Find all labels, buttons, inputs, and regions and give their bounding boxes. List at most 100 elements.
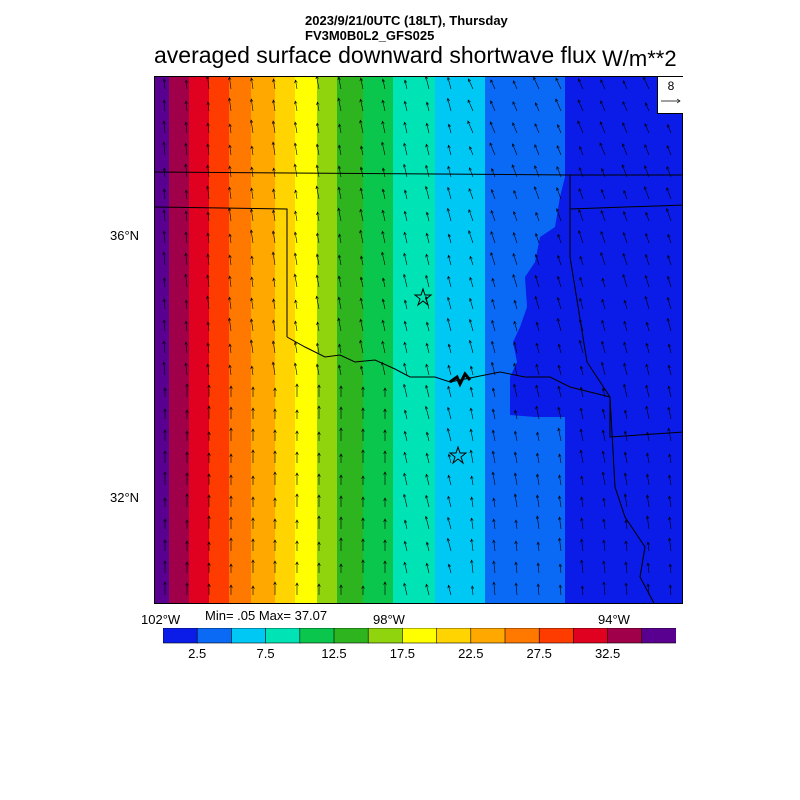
wind-arrow: [601, 471, 606, 486]
wind-arrow: [491, 298, 496, 310]
wind-arrow: [184, 163, 188, 178]
wind-arrow: [316, 232, 320, 244]
wind-arrow: [381, 99, 386, 112]
wind-arrow: [492, 387, 496, 398]
wind-arrow: [315, 295, 320, 310]
wind-arrow: [359, 119, 364, 134]
wind-arrow: [513, 472, 518, 486]
wind-arrow: [315, 253, 320, 266]
flux-band-dark-green: [337, 77, 364, 603]
wind-arrow: [294, 320, 298, 332]
wind-arrow: [578, 167, 584, 178]
wind-arrow: [162, 340, 166, 354]
wind-arrow: [513, 451, 518, 464]
wind-arrow: [425, 274, 430, 288]
wind-arrow: [512, 273, 518, 288]
wind-arrow: [447, 254, 452, 266]
wind-arrow: [601, 319, 606, 332]
wind-arrow: [272, 298, 276, 310]
wind-arrow: [163, 497, 167, 507]
wind-arrow: [206, 164, 210, 178]
wind-arrow: [513, 493, 518, 508]
colorbar-swatch: [367, 628, 404, 644]
wind-arrow: [668, 584, 672, 596]
wind-arrow: [599, 142, 606, 156]
wind-arrow: [470, 496, 474, 508]
wind-arrow: [272, 319, 276, 332]
oklahoma-panhandle-border: [155, 206, 288, 337]
wind-arrow: [469, 297, 474, 310]
wind-arrow: [251, 538, 255, 551]
wind-arrow: [514, 409, 518, 420]
wind-arrow: [271, 251, 276, 266]
wind-arrow: [447, 584, 452, 596]
map-panel: [154, 76, 683, 604]
wind-arrow: [383, 450, 387, 463]
wind-arrow: [646, 541, 650, 552]
wind-arrow: [558, 584, 562, 596]
wind-arrow: [492, 539, 496, 552]
wind-arrow: [447, 385, 452, 398]
wind-arrow: [381, 319, 386, 332]
wind-arrow: [425, 321, 430, 332]
wind-arrow: [470, 475, 474, 486]
wind-arrow: [250, 255, 254, 266]
wind-arrow: [425, 384, 430, 398]
wind-arrow: [339, 427, 343, 441]
wind-arrow: [207, 431, 211, 441]
colorbar-swatch: [402, 628, 438, 644]
wind-arrow: [361, 407, 365, 419]
wind-arrow: [339, 474, 343, 485]
wind-arrow: [206, 101, 210, 112]
wind-arrow: [206, 253, 210, 266]
lat-label-32n: 32°N: [110, 490, 140, 505]
wind-arrow: [185, 472, 189, 485]
wind-arrow: [490, 188, 496, 200]
wind-arrow: [163, 560, 167, 573]
oklahoma-arkansas-border: [569, 175, 611, 398]
wind-arrow: [424, 185, 430, 200]
wind-arrow: [163, 471, 167, 485]
wind-arrow: [469, 449, 474, 464]
wind-arrow: [425, 541, 430, 552]
wind-arrow: [185, 451, 189, 463]
wind-arrow: [643, 77, 650, 90]
wind-arrow: [403, 320, 408, 332]
wind-arrow: [273, 518, 277, 529]
wind-arrow: [251, 517, 255, 529]
wind-arrow: [666, 296, 672, 310]
wind-arrow: [514, 582, 518, 596]
wind-arrow: [339, 537, 343, 551]
wind-arrow: [381, 298, 386, 310]
wind-arrow: [492, 560, 496, 574]
wind-arrow: [251, 428, 255, 441]
wind-arrow: [184, 210, 188, 222]
colorbar-tick-label: 12.5: [321, 646, 347, 661]
wind-arrow: [536, 473, 540, 486]
wind-arrow: [251, 496, 255, 507]
wind-arrow: [645, 342, 650, 354]
wind-arrow: [316, 122, 320, 134]
wind-arrow: [513, 299, 518, 310]
wind-arrow: [667, 233, 672, 244]
wind-arrow: [667, 275, 672, 288]
wind-arrow: [602, 497, 606, 508]
wind-arrow: [383, 539, 387, 551]
wind-arrow: [338, 343, 342, 354]
colorbar-tick-label: 2.5: [188, 646, 207, 661]
wind-arrow: [490, 209, 496, 222]
wind-arrow: [162, 319, 166, 332]
wind-arrow: [315, 363, 320, 376]
wind-arrow: [206, 122, 210, 134]
wind-arrow: [403, 100, 408, 112]
wind-arrow: [185, 383, 189, 397]
wind-arrow: [229, 516, 233, 529]
lon-label-102w: 102°W: [141, 612, 181, 627]
colorbar-swatch: [196, 628, 233, 644]
wind-arrow: [491, 319, 496, 332]
wind-arrow: [447, 563, 452, 574]
wind-arrow: [163, 539, 167, 551]
flux-region-east: [510, 77, 682, 603]
wind-arrow: [229, 453, 233, 463]
wind-arrow: [162, 209, 166, 222]
